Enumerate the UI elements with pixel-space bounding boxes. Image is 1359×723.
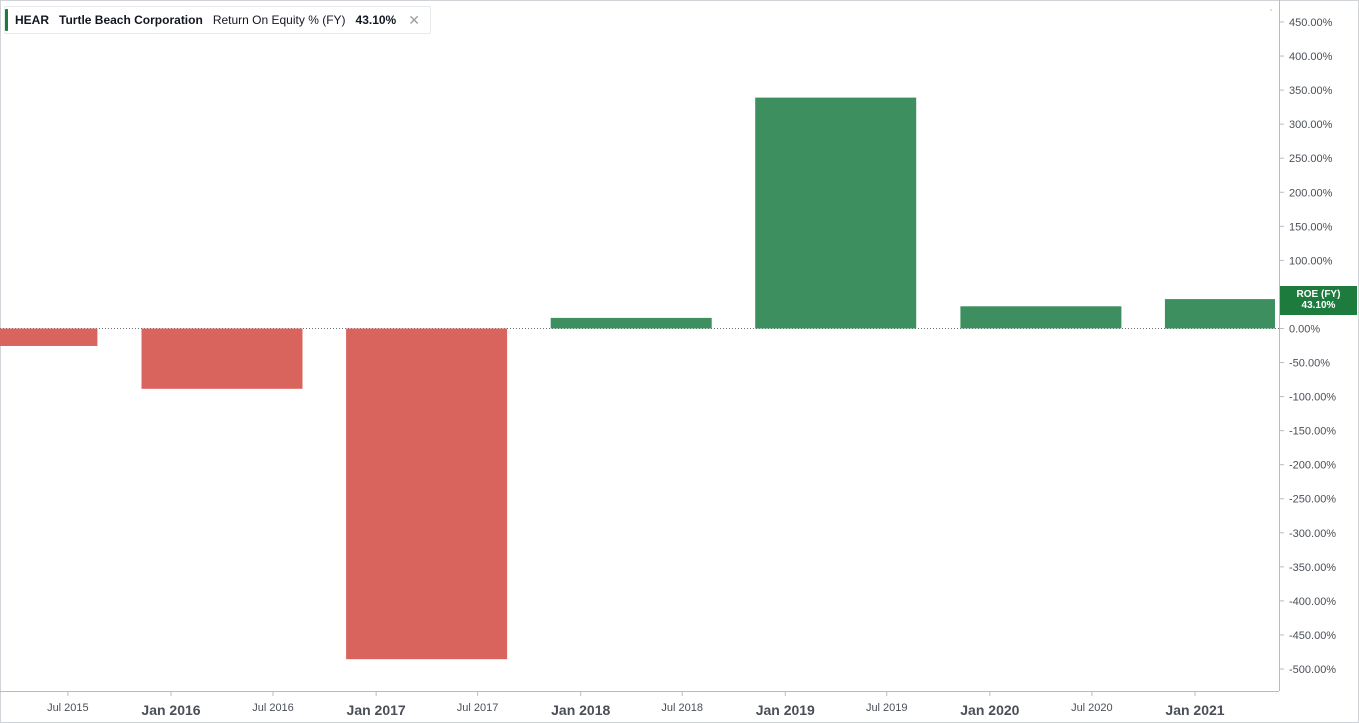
y-tick-label: 0.00%: [1289, 323, 1320, 335]
y-tick-label: 150.00%: [1289, 221, 1333, 233]
bar-2021: [1164, 299, 1275, 329]
y-tick-label: 200.00%: [1289, 187, 1333, 199]
bar-2015: [0, 328, 98, 346]
y-tick-label: -50.00%: [1289, 358, 1330, 370]
series-color-swatch: [5, 9, 8, 31]
current-value-tag-value: 43.10%: [1301, 300, 1336, 311]
y-tick-label: 100.00%: [1289, 255, 1333, 267]
x-tick-label: Jan 2016: [141, 702, 200, 718]
x-tick-label: Jul 2017: [457, 702, 499, 714]
y-tick-label: -250.00%: [1289, 494, 1336, 506]
x-tick-label: Jan 2019: [756, 702, 815, 718]
x-tick-label: Jan 2018: [551, 702, 610, 718]
current-value-tag: ROE (FY) 43.10%: [1280, 286, 1357, 315]
bar-2016: [141, 328, 303, 389]
y-tick-label: -100.00%: [1289, 392, 1336, 404]
legend-value: 43.10%: [355, 13, 397, 27]
y-tick-label: -400.00%: [1289, 596, 1336, 608]
x-tick-label: Jul 2015: [47, 702, 89, 714]
legend-metric: Return On Equity % (FY): [212, 13, 346, 27]
y-tick-label: 300.00%: [1289, 119, 1333, 131]
y-tick-label: 250.00%: [1289, 153, 1333, 165]
close-icon[interactable]: ✕: [408, 11, 420, 28]
y-tick-label: 450.00%: [1289, 17, 1333, 29]
bar-2018: [550, 317, 712, 329]
y-tick-label: -450.00%: [1289, 630, 1336, 642]
legend-ticker: HEAR: [15, 13, 50, 27]
current-value-tag-label: ROE (FY): [1296, 289, 1341, 300]
x-tick-label: Jan 2017: [347, 702, 406, 718]
x-tick-label: Jul 2016: [252, 702, 294, 714]
y-tick-label: -350.00%: [1289, 562, 1336, 574]
x-tick-label: Jan 2021: [1165, 702, 1224, 718]
bar-2019: [755, 97, 917, 329]
x-tick-label: Jul 2018: [661, 702, 703, 714]
y-tick-label: -500.00%: [1289, 664, 1336, 676]
y-tick-label: 350.00%: [1289, 85, 1333, 97]
x-tick-label: Jul 2020: [1071, 702, 1113, 714]
y-tick-label: -300.00%: [1289, 528, 1336, 540]
x-tick-label: Jan 2020: [960, 702, 1019, 718]
legend[interactable]: HEAR Turtle Beach Corporation Return On …: [4, 6, 431, 34]
x-tick-label: Jul 2019: [866, 702, 908, 714]
legend-company: Turtle Beach Corporation: [59, 13, 203, 27]
y-tick-label: 400.00%: [1289, 51, 1333, 63]
y-tick-label: -200.00%: [1289, 460, 1336, 472]
bar-2020: [960, 306, 1122, 329]
bar-2017: [346, 328, 508, 660]
y-tick-label: -150.00%: [1289, 426, 1336, 438]
